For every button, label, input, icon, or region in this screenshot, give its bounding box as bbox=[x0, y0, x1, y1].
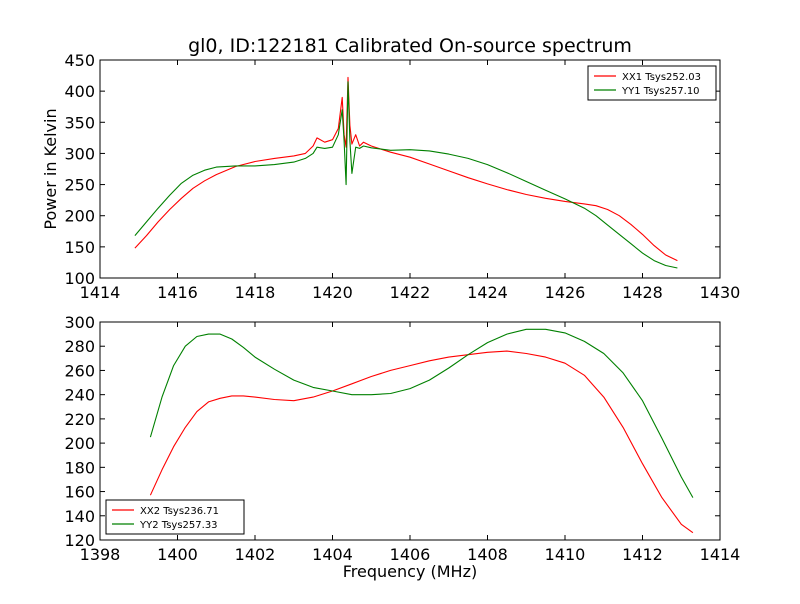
panel-1-legend-box bbox=[587, 65, 717, 101]
panel-2-y-tick-label: 300 bbox=[64, 313, 95, 332]
panel-2-x-tick-label: 1414 bbox=[700, 545, 741, 564]
panel-1-x-tick-label: 1426 bbox=[545, 283, 586, 302]
panel-1-x-tick-label: 1414 bbox=[80, 283, 121, 302]
panel-1-y-tick-label: 450 bbox=[64, 51, 95, 70]
panel-1-y-tick-label: 400 bbox=[64, 82, 95, 101]
panel-2-x-tick-label: 1408 bbox=[467, 545, 508, 564]
panel-1-series-line-1 bbox=[134, 76, 678, 262]
panel-2-legend: XX2 Tsys236.71 YY2 Tsys257.33 bbox=[105, 499, 245, 535]
panel-1-x-tick-label: 1424 bbox=[467, 283, 508, 302]
panel-1-legend: XX1 Tsys252.03 YY1 Tsys257.10 bbox=[587, 65, 717, 101]
panel-1-x-tick-label: 1422 bbox=[390, 283, 431, 302]
panel-1-legend-label-2: YY1 Tsys257.10 bbox=[621, 86, 700, 97]
panel-2-y-tick-label: 140 bbox=[64, 507, 95, 526]
panel-2-x-tick-label: 1398 bbox=[80, 545, 121, 564]
panel-2-y-tick-label: 200 bbox=[64, 434, 95, 453]
panel-1: 1414 1416 1418 1420 1422 1424 1426 1428 1430 100 1… bbox=[41, 35, 740, 302]
panel-2-x-tick-label: 1412 bbox=[622, 545, 663, 564]
panel-2-y-tick-label: 280 bbox=[64, 337, 95, 356]
panel-1-y-axis-label: Power in Kelvin bbox=[41, 108, 60, 229]
panel-1-y-tick-label: 150 bbox=[64, 238, 95, 257]
panel-1-x-tick-label: 1428 bbox=[622, 283, 663, 302]
panel-2-x-axis-label: Frequency (MHz) bbox=[343, 562, 477, 581]
panel-1-x-tick-label: 1430 bbox=[700, 283, 741, 302]
panel-2-x-tick-label: 1404 bbox=[312, 545, 353, 564]
panel-2-y-tick-label: 240 bbox=[64, 386, 95, 405]
panel-2-y-tick-label: 120 bbox=[64, 531, 95, 550]
panel-2-x-tick-label: 1400 bbox=[157, 545, 198, 564]
panel-1-x-tick-label: 1420 bbox=[312, 283, 353, 302]
panel-1-y-tick-label: 350 bbox=[64, 113, 95, 132]
panel-2-x-tick-label: 1410 bbox=[545, 545, 586, 564]
panel-2-y-tick-label: 160 bbox=[64, 483, 95, 502]
panel-2-y-tick-label: 260 bbox=[64, 361, 95, 380]
panel-2-legend-label-1: XX2 Tsys236.71 bbox=[140, 506, 219, 517]
panel-2-y-tick-label: 180 bbox=[64, 458, 95, 477]
panel-1-y-tick-label: 250 bbox=[64, 176, 95, 195]
panel-1-series-line-2 bbox=[134, 81, 678, 269]
panel-2-y-tick-label: 220 bbox=[64, 410, 95, 429]
panel-2-legend-label-2: YY2 Tsys257.33 bbox=[139, 520, 218, 531]
panel-2: 1398 1400 1402 1404 1406 1408 1410 1412 1414 120 1… bbox=[64, 313, 740, 581]
panel-2-x-tick-label: 1402 bbox=[235, 545, 276, 564]
panel-1-legend-label-1: XX1 Tsys252.03 bbox=[622, 72, 701, 83]
panel-1-y-tick-label: 300 bbox=[64, 144, 95, 163]
panel-2-series-line-1 bbox=[149, 350, 694, 534]
panel-1-title: gl0, ID:122181 Calibrated On-source spec… bbox=[188, 35, 632, 57]
panel-1-y-tick-label: 100 bbox=[64, 269, 95, 288]
panel-1-x-tick-label: 1416 bbox=[157, 283, 198, 302]
panel-1-y-tick-label: 200 bbox=[64, 207, 95, 226]
panel-1-x-tick-label: 1418 bbox=[235, 283, 276, 302]
panel-2-legend-box bbox=[105, 499, 245, 535]
panel-2-x-tick-label: 1406 bbox=[390, 545, 431, 564]
panel-2-series-line-2 bbox=[149, 328, 694, 498]
